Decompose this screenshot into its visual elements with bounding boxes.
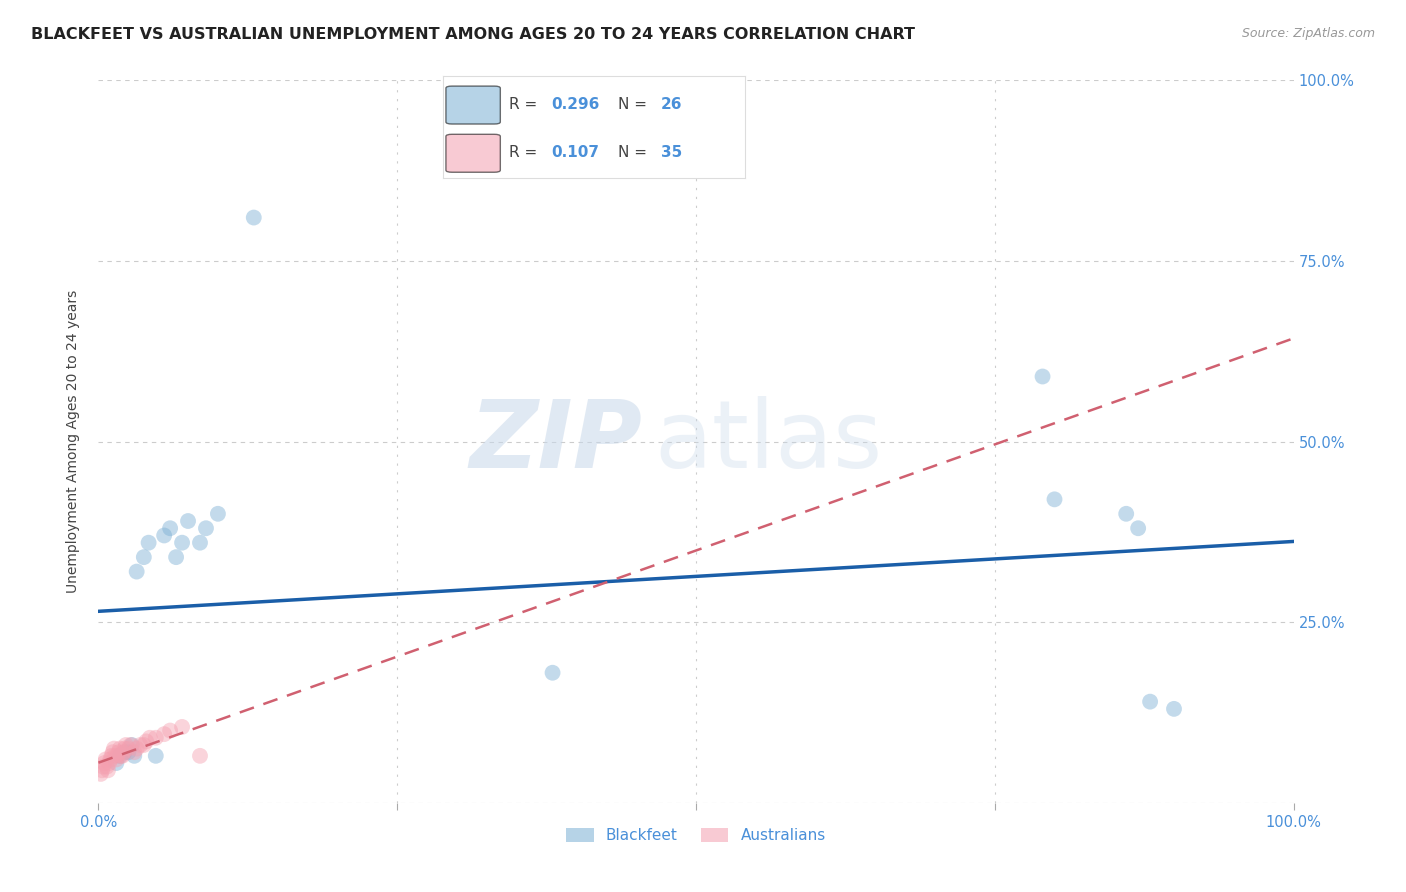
Point xyxy=(132,738,155,752)
Point xyxy=(97,764,120,778)
Point xyxy=(117,745,139,759)
Point xyxy=(93,756,115,770)
Y-axis label: Unemployment Among Ages 20 to 24 years: Unemployment Among Ages 20 to 24 years xyxy=(66,290,80,593)
Text: 0.296: 0.296 xyxy=(551,96,600,112)
Point xyxy=(1043,492,1066,507)
Point xyxy=(96,760,118,774)
Point xyxy=(159,521,181,535)
Point xyxy=(98,756,121,770)
Point xyxy=(91,764,114,778)
FancyBboxPatch shape xyxy=(446,135,501,172)
Point xyxy=(98,752,122,766)
Point xyxy=(129,738,152,752)
Point xyxy=(138,535,160,549)
Point xyxy=(139,731,162,745)
Point xyxy=(541,665,564,680)
Point xyxy=(107,745,129,759)
Point xyxy=(1032,369,1054,384)
Point xyxy=(1128,521,1150,535)
Point xyxy=(207,507,229,521)
Point xyxy=(91,760,114,774)
Point xyxy=(124,745,146,759)
Point xyxy=(94,752,117,766)
Point xyxy=(1139,695,1161,709)
Point xyxy=(172,720,194,734)
Text: atlas: atlas xyxy=(654,395,883,488)
Point xyxy=(111,748,134,763)
Text: ZIP: ZIP xyxy=(470,395,643,488)
Point xyxy=(107,748,129,763)
Point xyxy=(112,745,135,759)
Point xyxy=(104,748,127,763)
Point xyxy=(195,521,218,535)
Legend: Blackfeet, Australians: Blackfeet, Australians xyxy=(560,822,832,849)
Point xyxy=(188,535,211,549)
Point xyxy=(120,738,142,752)
Text: 35: 35 xyxy=(661,145,682,160)
Text: 26: 26 xyxy=(661,96,682,112)
Point xyxy=(177,514,200,528)
Point xyxy=(1115,507,1137,521)
Point xyxy=(100,748,122,763)
Point xyxy=(105,756,128,770)
Point xyxy=(124,748,146,763)
Text: N =: N = xyxy=(619,145,652,160)
Point xyxy=(135,734,157,748)
Point xyxy=(121,738,143,752)
Text: 0.107: 0.107 xyxy=(551,145,600,160)
Text: BLACKFEET VS AUSTRALIAN UNEMPLOYMENT AMONG AGES 20 TO 24 YEARS CORRELATION CHART: BLACKFEET VS AUSTRALIAN UNEMPLOYMENT AMO… xyxy=(31,27,915,42)
Point xyxy=(115,738,138,752)
Point xyxy=(159,723,181,738)
Point xyxy=(105,752,128,766)
Point xyxy=(188,748,211,763)
Point xyxy=(132,550,155,565)
Text: R =: R = xyxy=(509,145,543,160)
Point xyxy=(145,731,167,745)
Point xyxy=(243,211,266,225)
Point xyxy=(108,741,131,756)
Point xyxy=(108,748,131,763)
Point xyxy=(1163,702,1185,716)
Point xyxy=(117,741,139,756)
Point xyxy=(125,741,148,756)
Point xyxy=(153,727,176,741)
Point xyxy=(103,741,125,756)
Point xyxy=(110,748,132,763)
Point xyxy=(114,741,136,756)
Text: N =: N = xyxy=(619,96,652,112)
Point xyxy=(90,767,112,781)
Point xyxy=(165,550,187,565)
Point xyxy=(114,745,136,759)
Text: R =: R = xyxy=(509,96,543,112)
FancyBboxPatch shape xyxy=(446,87,501,124)
Point xyxy=(125,565,148,579)
Point xyxy=(153,528,176,542)
Point xyxy=(145,748,167,763)
Point xyxy=(101,745,124,759)
Text: Source: ZipAtlas.com: Source: ZipAtlas.com xyxy=(1241,27,1375,40)
Point xyxy=(172,535,194,549)
